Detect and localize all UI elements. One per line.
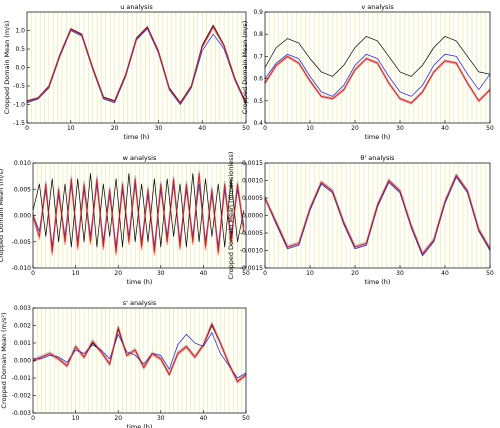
y-tick-label: 0.0005: [242, 195, 263, 202]
y-tick-label: -0.003: [12, 410, 32, 417]
chart-title: w analysis: [123, 154, 157, 162]
x-tick-label: 0: [25, 125, 29, 132]
x-tick-label: 10: [67, 125, 75, 132]
x-axis-label: time (h): [127, 423, 153, 428]
x-tick-label: 20: [114, 415, 122, 422]
y-tick-label: 0.000: [14, 358, 31, 365]
chart-title: s' analysis: [123, 299, 157, 307]
x-tick-label: 20: [351, 125, 359, 132]
x-tick-label: 50: [486, 270, 494, 277]
y-tick-label: -0.0015: [240, 265, 263, 272]
y-tick-label: -0.002: [12, 393, 32, 400]
series-line-4: [264, 36, 491, 77]
x-tick-label: 20: [111, 125, 119, 132]
series-line-1: [264, 54, 491, 103]
y-tick-label: 0.0000: [242, 213, 263, 220]
x-tick-label: 40: [441, 125, 449, 132]
y-tick-label: -0.005: [12, 239, 32, 246]
series-line-5: [264, 174, 491, 255]
x-tick-label: 10: [72, 270, 80, 277]
subplot-3: 0 10 20 30 40 50 -0.010 -0.005 0.000 0.005 0.010 w …: [0, 154, 250, 286]
subplot-4: 0 10 20 30 40 50-0.0015-0.0010-0.00050.00000.…: [227, 152, 494, 286]
y-tick-label: 0.002: [14, 323, 31, 330]
x-axis-label: time (h): [124, 133, 150, 141]
y-tick-label: 0.6: [253, 76, 263, 83]
y-tick-label: 1.0: [15, 28, 25, 35]
y-tick-label: 0.0015: [242, 160, 263, 167]
x-tick-label: 0: [263, 125, 267, 132]
x-tick-label: 50: [242, 270, 250, 277]
plot-frame: [264, 11, 491, 124]
subplot-1: 0 10 20 30 40 50 -1.5 -1.0 -0.5 0.0 0.5 1.0 u analys…: [3, 3, 250, 141]
series-line-3: [264, 53, 491, 97]
y-tick-label: -0.5: [13, 83, 25, 90]
y-tick-label: 0.000: [14, 213, 31, 220]
y-tick-label: -0.0010: [240, 248, 263, 255]
y-tick-label: 0.4: [253, 120, 263, 127]
x-axis-label: time (h): [127, 278, 153, 286]
y-tick-label: -0.001: [12, 375, 32, 382]
x-tick-label: 50: [486, 125, 494, 132]
x-tick-label: 20: [114, 270, 122, 277]
y-tick-label: 0.9: [253, 9, 263, 16]
x-axis-label: time (h): [365, 278, 391, 286]
series-line-5: [32, 323, 247, 382]
y-tick-label: -0.010: [12, 265, 32, 272]
x-tick-label: 30: [157, 270, 165, 277]
y-axis-label: Cropped Domain Mean (m/s): [3, 21, 11, 115]
chart-title: v analysis: [361, 3, 394, 11]
x-tick-label: 50: [242, 125, 250, 132]
x-tick-label: 30: [396, 270, 404, 277]
x-tick-label: 40: [200, 415, 208, 422]
y-tick-label: 0.001: [14, 340, 31, 347]
y-tick-label: 0.0010: [242, 178, 263, 185]
series-line-5: [264, 55, 491, 104]
y-tick-label: -1.5: [13, 120, 25, 127]
series-line-5: [26, 26, 247, 104]
y-axis-label: Cropped Domain Mean (m/s): [241, 21, 249, 115]
y-tick-label: 0.005: [14, 186, 31, 193]
series-line-1: [32, 321, 247, 381]
x-tick-label: 10: [306, 270, 314, 277]
y-tick-label: 0.010: [14, 160, 31, 167]
y-axis-label: Cropped Domain Mean (dimensionless): [227, 152, 235, 280]
x-axis-label: time (h): [365, 133, 391, 141]
x-tick-label: 50: [242, 415, 250, 422]
y-tick-label: 0.0: [15, 65, 25, 72]
x-tick-label: 30: [155, 125, 163, 132]
x-tick-label: 0: [263, 270, 267, 277]
chart-title: u analysis: [120, 3, 153, 11]
x-tick-label: 0: [31, 415, 35, 422]
y-tick-label: 0.7: [253, 53, 263, 60]
x-tick-label: 30: [396, 125, 404, 132]
y-axis-label: Cropped Domain Mean (m/s): [0, 169, 5, 263]
y-tick-label: 0.5: [15, 46, 25, 53]
x-tick-label: 10: [306, 125, 314, 132]
x-tick-label: 40: [441, 270, 449, 277]
subplot-2: 0 10 20 30 40 500.40.50.60.70.80.9v analysist…: [241, 3, 494, 141]
x-tick-label: 10: [72, 415, 80, 422]
x-tick-label: 40: [198, 125, 206, 132]
subplot-5: 0 10 20 30 40 50 -0.003 -0.002 -0.001 0.000 0.001 0…: [0, 299, 250, 428]
y-tick-label: 0.5: [253, 98, 263, 105]
y-tick-label: 0.003: [14, 305, 31, 312]
series-line-5: [32, 173, 245, 253]
y-tick-label: -1.0: [13, 102, 25, 109]
series-line-3: [264, 176, 491, 257]
x-tick-label: 20: [351, 270, 359, 277]
y-axis-label: Cropped Domain Mean (m/s²): [0, 312, 8, 408]
x-tick-label: 40: [200, 270, 208, 277]
chart-title: θ' analysis: [360, 154, 395, 162]
y-tick-label: -0.0005: [240, 230, 263, 237]
y-tick-label: 0.8: [253, 31, 263, 38]
x-tick-label: 0: [31, 270, 35, 277]
x-tick-label: 30: [157, 415, 165, 422]
